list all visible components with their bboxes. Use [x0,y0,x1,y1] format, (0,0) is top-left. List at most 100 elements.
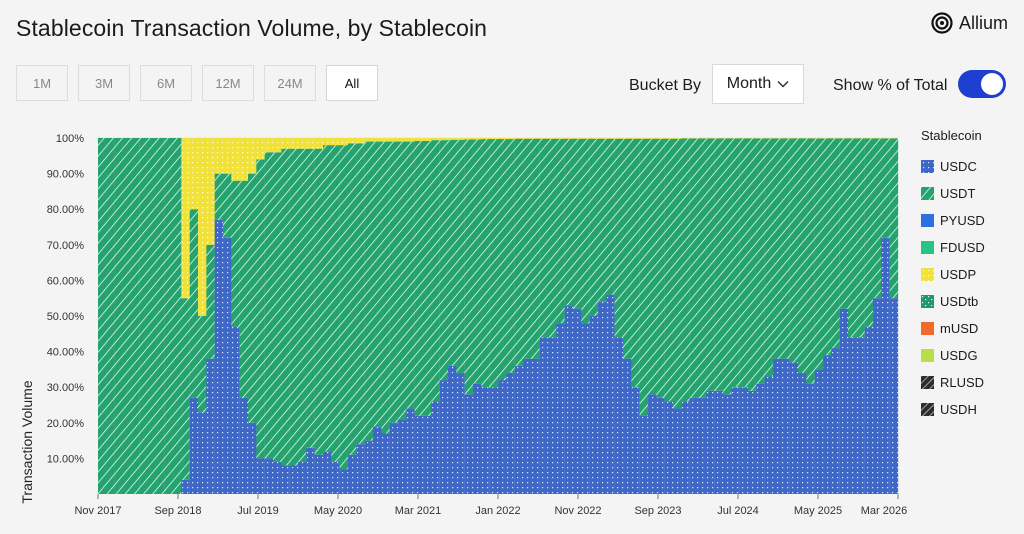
bar-usdt[interactable] [748,138,757,391]
bar-usdt[interactable] [273,152,282,462]
bar-usdp[interactable] [406,138,415,142]
bar-usdt[interactable] [389,141,399,423]
bar-usdt[interactable] [564,138,574,306]
bar-usdc[interactable] [489,387,499,494]
bar-usdp[interactable] [564,138,574,139]
bar-usdp[interactable] [323,138,332,146]
bar-usdc[interactable] [689,397,699,494]
bar-usdc[interactable] [806,383,815,494]
bar-usdt[interactable] [556,138,565,324]
bar-usdt[interactable] [814,138,824,370]
bar-usdt[interactable] [864,138,874,327]
bar-usdt[interactable] [498,139,507,381]
bar-usdc[interactable] [414,415,424,494]
bar-usdc[interactable] [831,348,840,494]
bar-usdc[interactable] [389,422,399,494]
bar-usdt[interactable] [856,138,865,338]
legend-item-rlusd[interactable]: RLUSD [921,369,985,396]
bar-usdt[interactable] [714,138,724,391]
bar-usdc[interactable] [314,454,324,494]
bar-usdt[interactable] [198,316,207,413]
bar-usdt[interactable] [348,143,357,455]
bar-usdt[interactable] [756,138,765,384]
bar-usdt[interactable] [314,148,324,455]
bar-usdc[interactable] [889,298,899,494]
bar-usdp[interactable] [189,138,199,210]
legend-item-fdusd[interactable]: FDUSD [921,234,985,261]
bar-usdp[interactable] [264,138,274,153]
bar-usdc[interactable] [739,387,749,494]
bar-usdp[interactable] [639,138,649,139]
bar-usdt[interactable] [331,145,340,462]
bar-usdc[interactable] [648,394,657,494]
bar-usdp[interactable] [373,138,382,142]
bar-usdc[interactable] [364,440,374,494]
legend-item-usdtb[interactable]: USDtb [921,288,985,315]
bar-usdp[interactable] [223,138,232,174]
bar-usdt[interactable] [781,138,790,359]
bar-usdp[interactable] [598,138,607,139]
bar-usdt[interactable] [398,141,407,420]
bar-usdc[interactable] [839,308,849,494]
bar-usdp[interactable] [298,138,307,149]
range-button-6m[interactable]: 6M [140,65,192,101]
bar-usdc[interactable] [206,358,215,494]
bar-usdp[interactable] [556,138,565,139]
bar-usdt[interactable] [264,152,274,459]
bar-usdp[interactable] [464,138,474,140]
bar-usdt[interactable] [573,138,582,309]
bar-usdt[interactable] [581,138,590,324]
bar-usdc[interactable] [656,397,665,494]
bar-usdp[interactable] [306,138,315,149]
bar-usdt[interactable] [531,138,540,359]
range-button-all[interactable]: All [326,65,378,101]
bar-usdc[interactable] [681,401,690,494]
bar-usdc[interactable] [606,294,615,494]
bar-usdt[interactable] [306,148,315,448]
bucket-select[interactable]: Month [712,64,804,104]
bar-usdt[interactable] [164,138,174,494]
bar-usdc[interactable] [498,380,507,494]
bar-usdp[interactable] [181,138,190,299]
bar-usdp[interactable] [648,138,657,139]
bar-usdt[interactable] [698,138,707,398]
bar-usdc[interactable] [781,358,790,494]
bar-usdc[interactable] [598,301,607,494]
bar-usdt[interactable] [373,141,382,427]
legend-item-pyusd[interactable]: PYUSD [921,207,985,234]
bar-usdc[interactable] [248,422,257,494]
bar-usdc[interactable] [223,237,232,494]
bar-usdt[interactable] [248,173,257,423]
bar-usdt[interactable] [514,138,524,366]
bar-usdc[interactable] [539,337,549,494]
bar-usdp[interactable] [456,138,465,140]
bar-usdp[interactable] [381,138,390,142]
bar-usdc[interactable] [873,298,882,494]
range-button-1m[interactable]: 1M [16,65,68,101]
bar-usdp[interactable] [356,138,365,144]
bar-usdt[interactable] [664,138,674,402]
bar-usdt[interactable] [689,138,699,398]
bar-usdc[interactable] [289,465,299,494]
bar-usdt[interactable] [448,139,457,366]
bar-usdt[interactable] [214,173,224,220]
bar-usdt[interactable] [681,138,690,402]
bar-usdt[interactable] [231,180,240,327]
bar-usdp[interactable] [664,138,674,139]
legend-item-usdc[interactable]: USDC [921,153,985,180]
range-button-3m[interactable]: 3M [78,65,130,101]
bar-usdt[interactable] [739,138,749,388]
bar-usdc[interactable] [623,358,632,494]
bar-usdt[interactable] [639,138,649,416]
bar-usdc[interactable] [514,365,524,494]
bar-usdc[interactable] [331,461,340,494]
bar-usdc[interactable] [481,387,490,494]
bar-usdp[interactable] [281,138,290,149]
bar-usdt[interactable] [481,139,490,388]
bar-usdc[interactable] [348,454,357,494]
bar-usdt[interactable] [881,138,890,238]
bar-usdc[interactable] [256,458,265,494]
bar-usdc[interactable] [548,337,557,494]
bar-usdc[interactable] [406,408,415,494]
bar-usdc[interactable] [531,358,540,494]
